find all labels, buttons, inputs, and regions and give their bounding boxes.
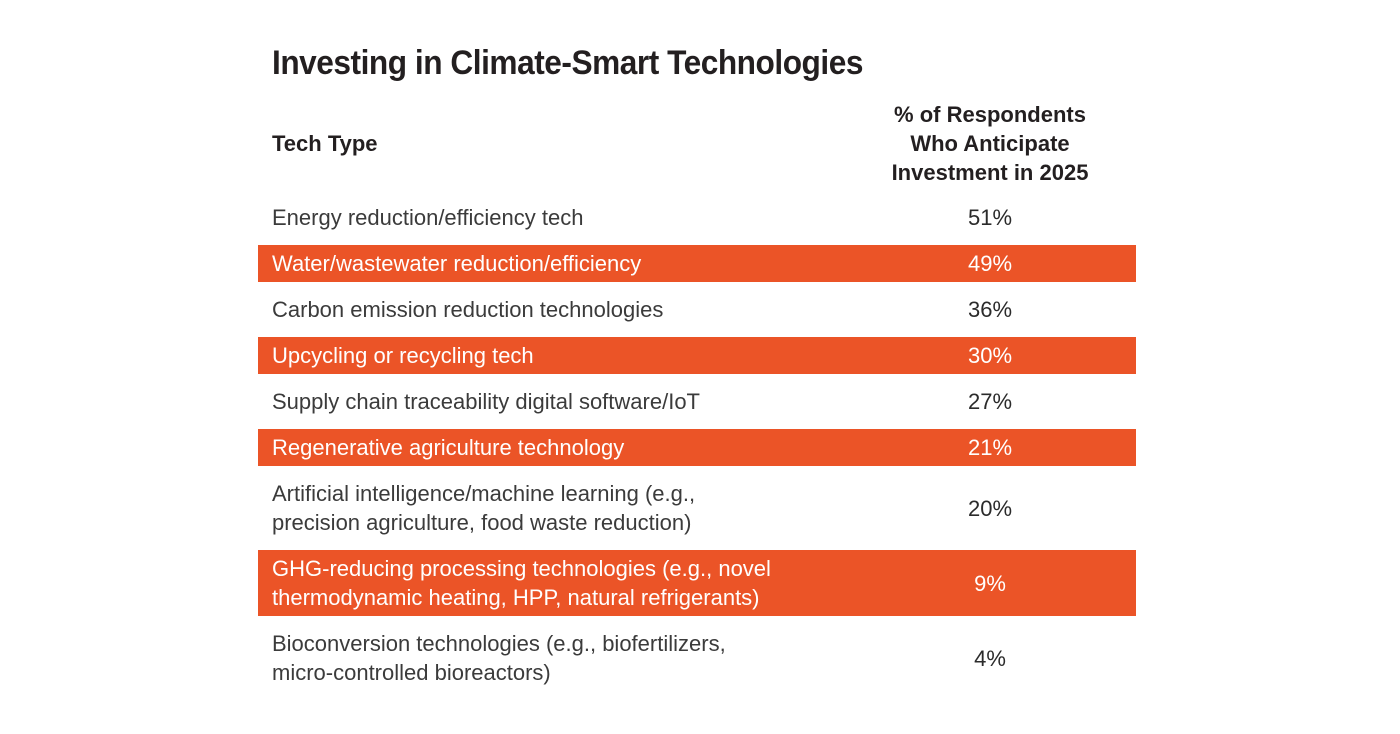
tech-type-cell: Bioconversion technologies (e.g., biofer… [272,631,726,685]
page-title: Investing in Climate-Smart Technologies [272,44,863,82]
table-row: GHG-reducing processing technologies (e.… [258,550,1136,616]
percent-value-cell: 27% [967,389,1013,414]
tech-type-cell: GHG-reducing processing technologies (e.… [272,556,771,610]
percent-value-cell: 20% [967,495,1013,521]
percent-value-cell: 4% [974,645,1006,671]
tech-type-cell: Upcycling or recycling tech [272,343,534,368]
table-row: Supply chain traceability digital softwa… [258,383,1136,420]
table-row: Regenerative agriculture technology 21% [258,429,1136,466]
percent-value-cell: 21% [967,435,1013,460]
percent-value-cell: 30% [967,343,1013,368]
table-row: Energy reduction/efficiency tech 51% [258,199,1136,236]
tech-type-cell: Supply chain traceability digital softwa… [272,389,700,414]
percent-value-cell: 9% [974,570,1006,596]
table-row: Upcycling or recycling tech 30% [258,337,1136,374]
percent-value-cell: 36% [967,297,1013,322]
column-header-tech-type: Tech Type [272,130,378,156]
table-row: Water/wastewater reduction/efficiency 49… [258,245,1136,282]
table-header-row: Tech Type % of Respondents Who Anticipat… [258,100,1136,187]
tech-type-cell: Energy reduction/efficiency tech [272,205,584,230]
table-row: Bioconversion technologies (e.g., biofer… [258,625,1136,691]
percent-value-cell: 49% [967,251,1013,276]
tech-type-cell: Regenerative agriculture technology [272,435,625,460]
table-row: Artificial intelligence/machine learning… [258,475,1136,541]
tech-type-cell: Carbon emission reduction technologies [272,297,664,322]
table-row: Carbon emission reduction technologies 3… [258,291,1136,328]
climate-tech-table: Investing in Climate-Smart Technologies … [258,44,1136,700]
tech-type-cell: Artificial intelligence/machine learning… [272,481,696,535]
tech-type-cell: Water/wastewater reduction/efficiency [272,251,642,276]
column-header-percent-respondents: % of Respondents Who Anticipate Investme… [891,102,1089,185]
percent-value-cell: 51% [967,205,1013,230]
table-body: Energy reduction/efficiency tech 51% Wat… [258,199,1136,691]
